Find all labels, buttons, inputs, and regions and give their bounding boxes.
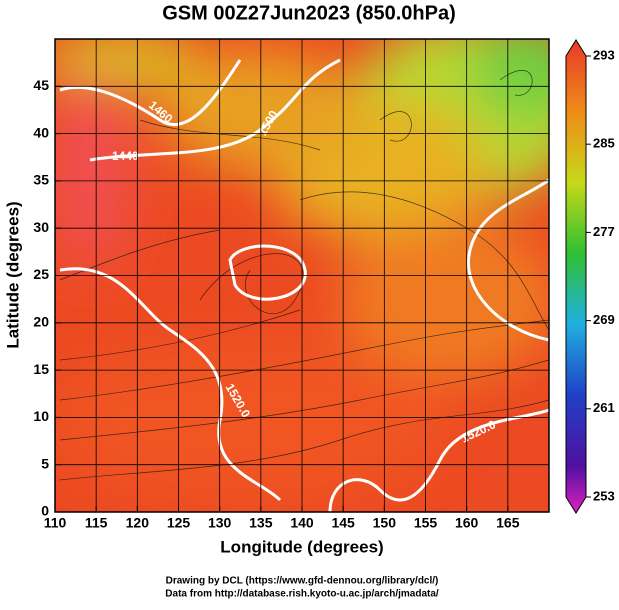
x-tick-label: 135 [249, 515, 273, 531]
colorbar-tick-label: 285 [593, 136, 615, 151]
x-tick-label: 155 [414, 515, 438, 531]
x-tick-label: 115 [85, 515, 108, 531]
x-tick-label: 165 [496, 515, 520, 531]
x-tick-label: 130 [208, 515, 232, 531]
x-tick-label: 140 [290, 515, 314, 531]
x-tick-label: 120 [126, 515, 150, 531]
y-tick-label: 45 [33, 77, 49, 93]
y-tick-label: 40 [33, 124, 49, 140]
y-tick-label: 10 [33, 408, 49, 424]
x-tick-label: 145 [331, 515, 355, 531]
y-tick-label: 25 [33, 266, 49, 282]
colorbar-tick-label: 293 [593, 47, 615, 62]
colorbar-tick-label: 277 [593, 224, 615, 239]
x-tick-label: 125 [167, 515, 191, 531]
y-tick-label: 20 [33, 314, 49, 330]
x-axis-label: Longitude (degrees) [220, 537, 383, 556]
colorbar-tick-label: 253 [593, 488, 615, 503]
y-tick-label: 0 [41, 503, 49, 519]
colorbar-tick-label: 261 [593, 400, 615, 415]
credit: Data from http://database.rish.kyoto-u.a… [165, 589, 439, 600]
contours [59, 58, 549, 512]
y-tick-label: 5 [41, 455, 49, 471]
credit: Drawing by DCL (https://www.gfd-dennou.o… [166, 576, 439, 587]
x-tick-label: 150 [373, 515, 397, 531]
title: GSM 00Z27Jun2023 (850.0hPa) [162, 2, 455, 24]
y-tick-label: 30 [33, 219, 49, 235]
contour-label: 1440 [112, 149, 139, 163]
x-tick-label: 160 [455, 515, 479, 531]
colorbar [565, 39, 587, 514]
y-tick-label: 15 [33, 361, 49, 377]
colorbar-tick-label: 269 [593, 312, 615, 327]
streamlines [59, 70, 549, 481]
y-axis-label: Latitude (degrees) [3, 201, 22, 348]
x-tick-label: 110 [44, 515, 67, 531]
y-tick-label: 35 [33, 172, 49, 188]
